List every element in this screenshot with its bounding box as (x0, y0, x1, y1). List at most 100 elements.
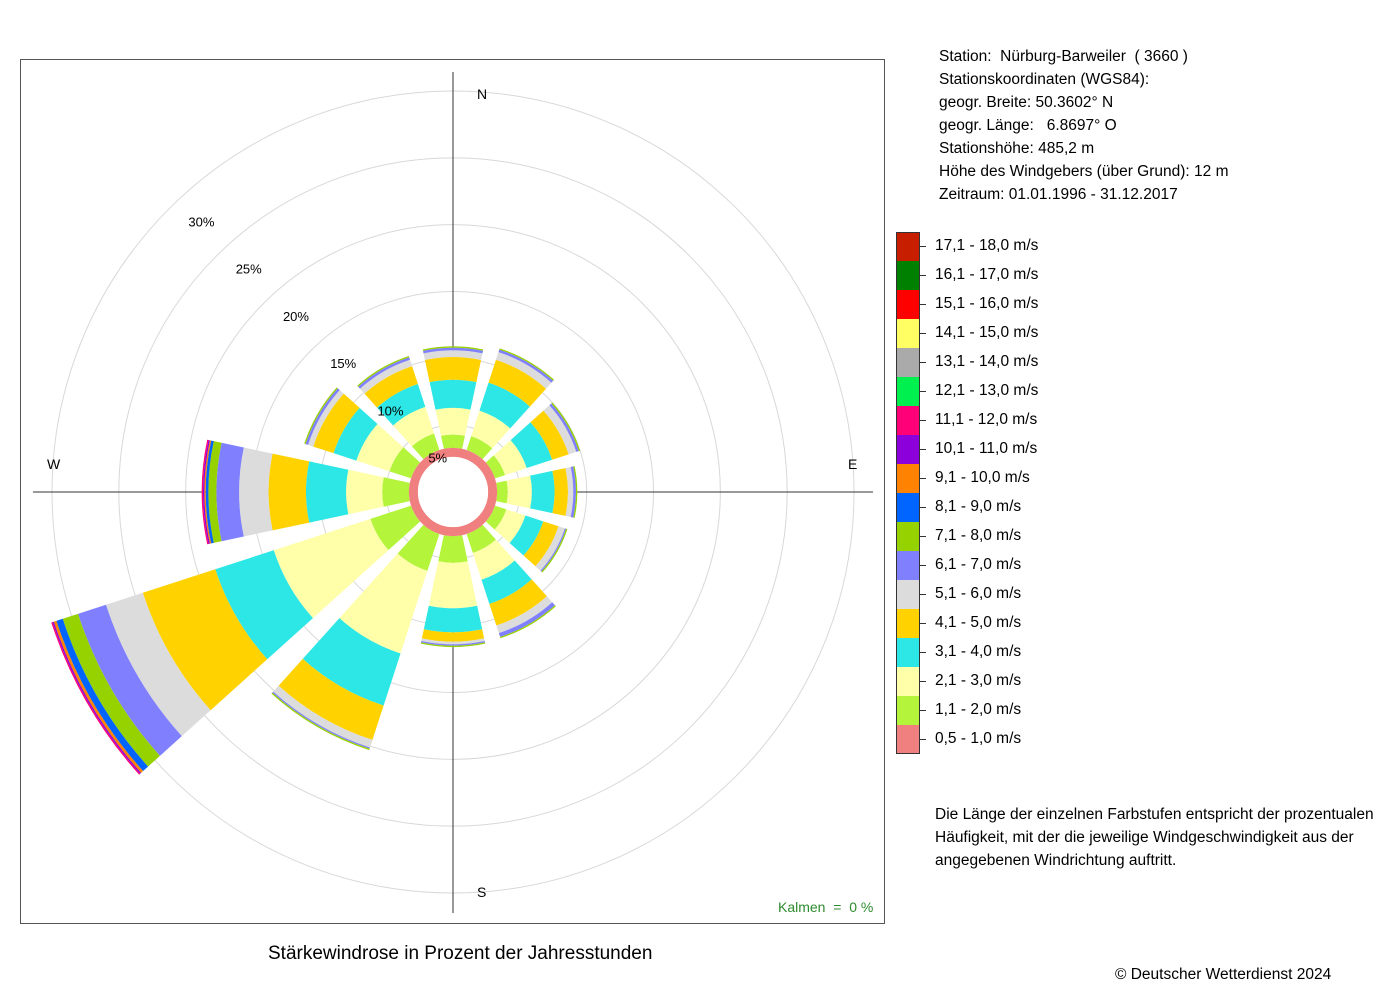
sector-270-class-4 (305, 461, 349, 523)
legend-tick (920, 275, 926, 276)
legend-swatch (896, 464, 920, 493)
sector-60-class-4 (510, 422, 553, 469)
sector-0-class-7 (422, 347, 484, 354)
sector-90-class-3 (506, 475, 532, 509)
direction-label-e: E (848, 456, 857, 472)
sector-180-class-8 (420, 642, 486, 648)
sector-120 (485, 505, 568, 573)
sector-180-class-5 (421, 629, 485, 642)
explanation-note: Die Länge der einzelnen Farbstufen entsp… (935, 806, 1374, 869)
legend-swatch (896, 609, 920, 638)
sector-120-class-8 (541, 528, 568, 573)
legend-label: 17,1 - 18,0 m/s (935, 237, 1039, 254)
sector-330-class-4 (376, 383, 426, 426)
sector-120-class-4 (509, 515, 544, 556)
sector-150-class-6 (496, 596, 553, 634)
legend-label: 4,1 - 5,0 m/s (935, 614, 1022, 631)
ring-label-2: 10% (377, 403, 403, 418)
sector-270-class-9 (205, 440, 214, 544)
sector-30-class-3 (471, 410, 511, 449)
sector-0-class-4 (429, 379, 477, 410)
legend-label: 16,1 - 17,0 m/s (935, 266, 1039, 283)
sector-240-class-5 (142, 569, 268, 711)
sector-150-class-4 (481, 560, 532, 604)
sector-60-class-7 (549, 403, 579, 452)
ring-label-5: 25% (236, 262, 262, 277)
station-name: Station: Nürburg-Barweiler ( 3660 ) (939, 48, 1188, 65)
legend-swatch (896, 667, 920, 696)
sector-270 (201, 439, 410, 545)
sector-330-class-3 (393, 406, 434, 447)
legend-swatch (896, 232, 920, 261)
sector-90-class-8 (573, 466, 578, 518)
sector-240-class-4 (215, 550, 313, 660)
sector-270-class-10 (204, 440, 212, 544)
sector-240-class-3 (273, 518, 389, 619)
legend-tick (920, 594, 926, 595)
sector-60-class-3 (493, 440, 527, 476)
legend-label: 7,1 - 8,0 m/s (935, 527, 1022, 544)
copyright: © Deutscher Wetterdienst 2024 (1115, 966, 1332, 983)
sector-60-class-6 (543, 405, 577, 455)
sector-0-class-5 (424, 356, 482, 383)
legend-tick (920, 565, 926, 566)
legend-tick (920, 478, 926, 479)
sector-90-class-4 (530, 470, 555, 514)
sector-120-class-7 (540, 528, 567, 572)
sector-330 (357, 355, 440, 460)
legend-label: 14,1 - 15,0 m/s (935, 324, 1039, 341)
sector-210 (271, 524, 440, 751)
sensor-height: Höhe des Windgebers (über Grund): 12 m (939, 163, 1229, 180)
legend-label: 0,5 - 1,0 m/s (935, 730, 1022, 747)
sector-300-class-4 (333, 407, 378, 461)
sector-30-class-7 (498, 349, 554, 383)
ring-label-1: 5% (428, 451, 447, 466)
legend-tick (920, 246, 926, 247)
lowest-class-ring (408, 447, 498, 537)
time-period: Zeitraum: 01.01.1996 - 31.12.2017 (939, 186, 1178, 203)
legend-tick (920, 710, 926, 711)
sector-60-class-5 (530, 410, 569, 460)
station-info: Station: Nürburg-Barweiler ( 3660 ) Stat… (939, 45, 1228, 206)
legend-tick (920, 449, 926, 450)
sector-30 (466, 348, 555, 460)
sector-270-class-7 (216, 442, 244, 542)
legend-swatch (896, 377, 920, 406)
sector-270-class-8 (208, 441, 222, 543)
sector-120-class-3 (494, 509, 526, 543)
sector-150 (466, 524, 556, 639)
legend-tick (920, 536, 926, 537)
legend-swatch (896, 725, 920, 754)
legend-swatch (896, 638, 920, 667)
legend-tick (920, 333, 926, 334)
sector-240-class-7 (77, 604, 182, 756)
legend-swatch (896, 435, 920, 464)
legend-tick (920, 681, 926, 682)
sector-150-class-5 (489, 579, 547, 626)
sector-270-class-2 (382, 477, 410, 507)
sector-300-class-3 (356, 424, 404, 472)
longitude: geogr. Länge: 6.8697° O (939, 117, 1117, 134)
legend-swatch (896, 290, 920, 319)
sector-30-class-6 (495, 352, 552, 389)
sector-60-class-8 (551, 402, 581, 452)
sector-90-class-6 (565, 466, 574, 518)
direction-label-n: N (477, 86, 487, 102)
legend-label: 1,1 - 2,0 m/s (935, 701, 1022, 718)
sector-240-class-9 (56, 618, 149, 772)
legend-swatch (896, 493, 920, 522)
legend-label: 3,1 - 4,0 m/s (935, 643, 1022, 660)
sector-270-class-6 (239, 447, 273, 537)
sector-240 (51, 505, 421, 775)
sector-330-class-2 (411, 433, 440, 460)
legend-label: 15,1 - 16,0 m/s (935, 295, 1039, 312)
sector-300-class-2 (389, 447, 421, 479)
sector-180 (420, 535, 486, 648)
station-elevation: Stationshöhe: 485,2 m (939, 140, 1095, 157)
sector-270-class-11 (203, 440, 210, 544)
legend-swatch (896, 522, 920, 551)
sector-180-class-4 (423, 605, 483, 633)
sector-0-class-6 (423, 350, 483, 360)
legend-tick (920, 391, 926, 392)
